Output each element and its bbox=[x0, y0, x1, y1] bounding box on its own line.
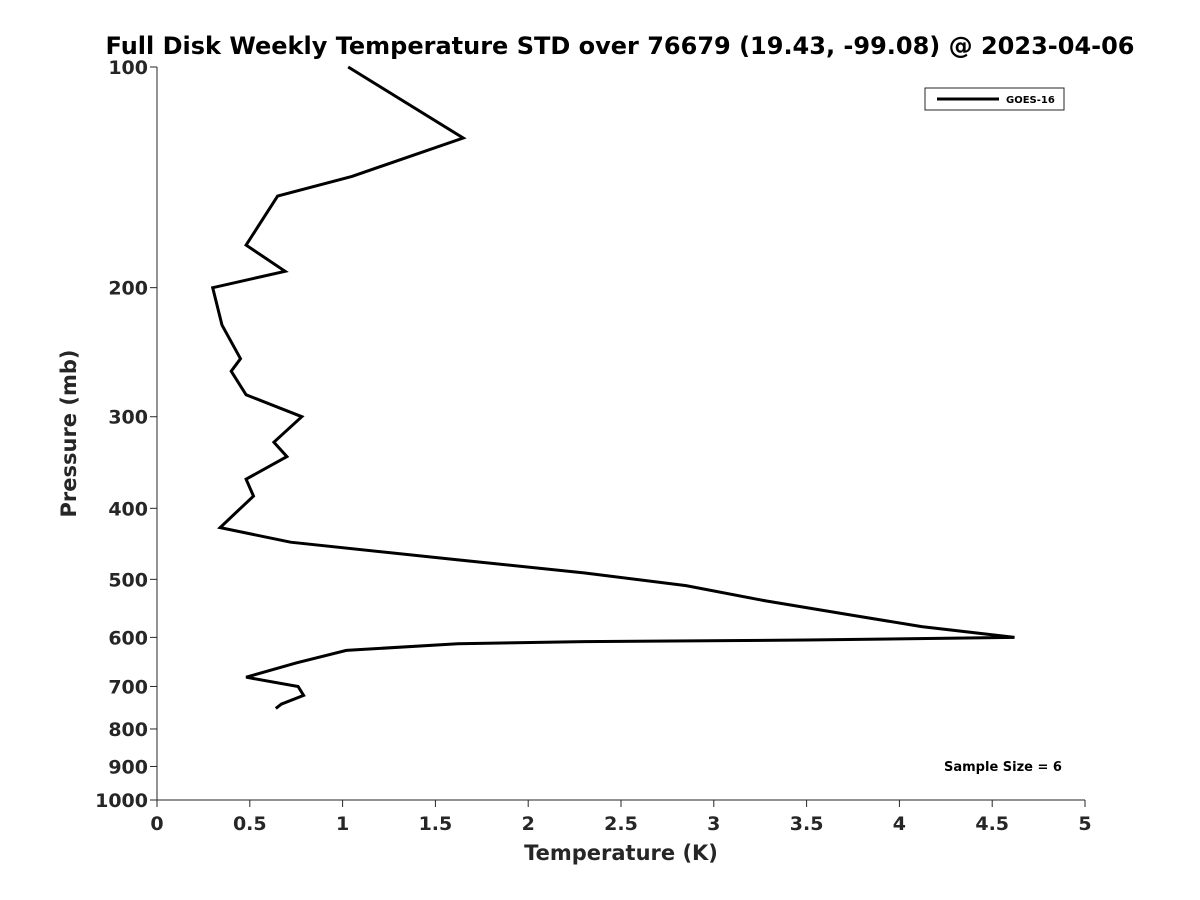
y-tick-label: 500 bbox=[108, 569, 148, 591]
x-tick-label: 1.5 bbox=[419, 813, 453, 835]
y-tick-label: 800 bbox=[108, 719, 148, 741]
x-tick-label: 5 bbox=[1078, 813, 1091, 835]
y-tick-label: 900 bbox=[108, 756, 148, 778]
y-axis-label: Pressure (mb) bbox=[57, 350, 81, 518]
x-tick-label: 1 bbox=[336, 813, 349, 835]
x-axis: 0 0.5 1 1.5 2 2.5 3 3.5 4 4.5 5 bbox=[150, 799, 1092, 835]
y-tick-label: 600 bbox=[108, 627, 148, 649]
y-tick-label: 700 bbox=[108, 676, 148, 698]
x-tick-label: 3.5 bbox=[790, 813, 824, 835]
y-tick-label: 1000 bbox=[95, 790, 148, 812]
legend: GOES-16 bbox=[924, 87, 1065, 111]
y-tick-label: 200 bbox=[108, 278, 148, 300]
y-tick-label: 100 bbox=[108, 57, 148, 79]
sample-size-annotation: Sample Size = 6 bbox=[944, 760, 1062, 775]
x-axis-label: Temperature (K) bbox=[524, 841, 718, 865]
y-axis: 100 200 300 400 500 600 700 800 900 1000 bbox=[95, 57, 158, 812]
legend-label-goes-16: GOES-16 bbox=[1006, 95, 1055, 106]
x-tick-label: 0 bbox=[150, 813, 163, 835]
axes-frame bbox=[157, 67, 1085, 800]
series-layer bbox=[210, 65, 1015, 710]
series-line-goes-16 bbox=[210, 65, 1015, 710]
chart-title: Full Disk Weekly Temperature STD over 76… bbox=[106, 32, 1135, 60]
x-tick-label: 3 bbox=[707, 813, 720, 835]
x-tick-label: 4 bbox=[893, 813, 906, 835]
x-tick-label: 2 bbox=[522, 813, 535, 835]
y-tick-label: 400 bbox=[108, 498, 148, 520]
x-tick-label: 2.5 bbox=[604, 813, 638, 835]
x-tick-label: 0.5 bbox=[233, 813, 267, 835]
y-tick-label: 300 bbox=[108, 407, 148, 429]
x-tick-label: 4.5 bbox=[975, 813, 1009, 835]
